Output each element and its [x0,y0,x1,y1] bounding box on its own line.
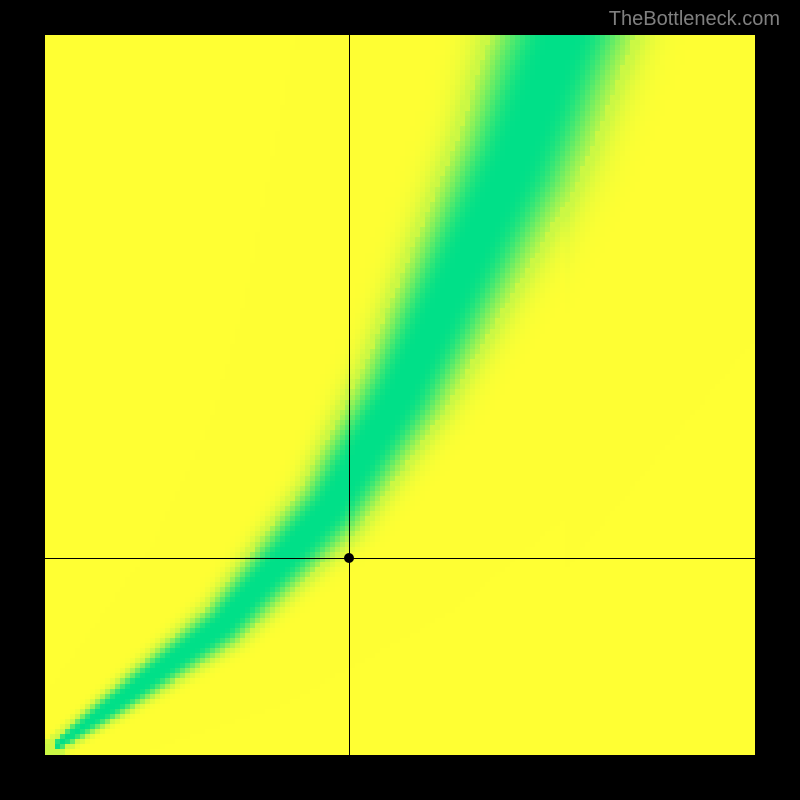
crosshair-vertical [349,35,350,755]
marker-point [344,553,354,563]
heatmap-canvas [45,35,755,755]
heatmap-plot [45,35,755,755]
watermark-text: TheBottleneck.com [609,8,780,31]
crosshair-horizontal [45,558,755,559]
